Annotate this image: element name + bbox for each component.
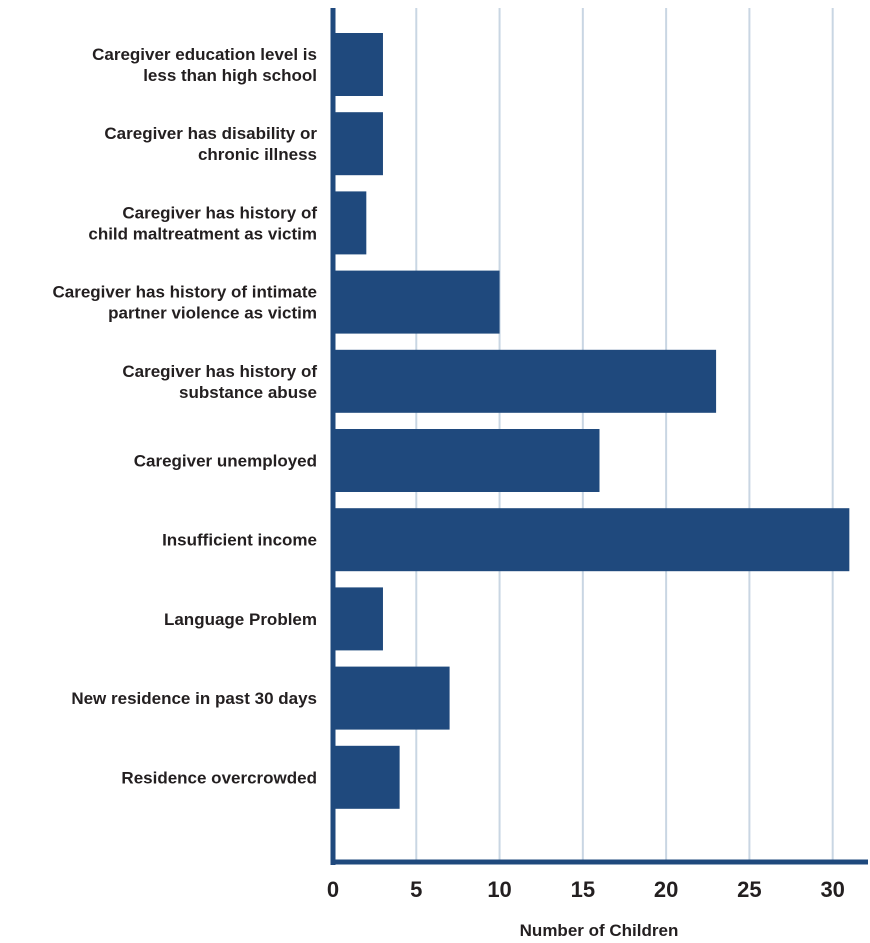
bar-3 [333, 270, 500, 334]
x-tick-label-20: 20 [654, 877, 678, 902]
x-tick-label-30: 30 [820, 877, 844, 902]
category-label-4: Caregiver has history of substance abuse [122, 362, 317, 402]
category-label-7: Language Problem [164, 610, 317, 629]
bar-1 [333, 112, 383, 176]
axes [330, 8, 868, 865]
category-label-3: Caregiver has history of intimate partner… [52, 283, 317, 323]
bar-7 [333, 587, 383, 651]
x-tick-label-5: 5 [410, 877, 422, 902]
x-tick-label-0: 0 [327, 877, 339, 902]
x-tick-labels: 0 5 10 15 20 25 30 [327, 877, 845, 902]
bar-5 [333, 429, 600, 492]
x-tick-label-10: 10 [487, 877, 511, 902]
x-tick-label-25: 25 [737, 877, 761, 902]
category-label-6: Insufficient income [162, 531, 317, 550]
bar-6 [333, 508, 850, 572]
bar-8 [333, 666, 450, 730]
x-tick-label-15: 15 [571, 877, 595, 902]
x-axis-title: Number of Children [520, 921, 679, 940]
category-label-2: Caregiver has history of child maltreatme… [88, 203, 317, 243]
category-label-8: New residence in past 30 days [71, 689, 317, 708]
category-label-9: Residence overcrowded [121, 768, 317, 787]
bar-2 [333, 191, 367, 255]
bar-4 [333, 349, 717, 413]
category-label-5: Caregiver unemployed [134, 452, 317, 471]
bar-9 [333, 745, 400, 809]
bar-0 [333, 33, 383, 96]
bars [333, 33, 850, 809]
category-label-1: Caregiver has disability or chronic illne… [104, 124, 317, 164]
category-labels: Caregiver education level is less than hi… [52, 45, 317, 787]
category-label-0: Caregiver education level is less than hi… [92, 45, 317, 85]
